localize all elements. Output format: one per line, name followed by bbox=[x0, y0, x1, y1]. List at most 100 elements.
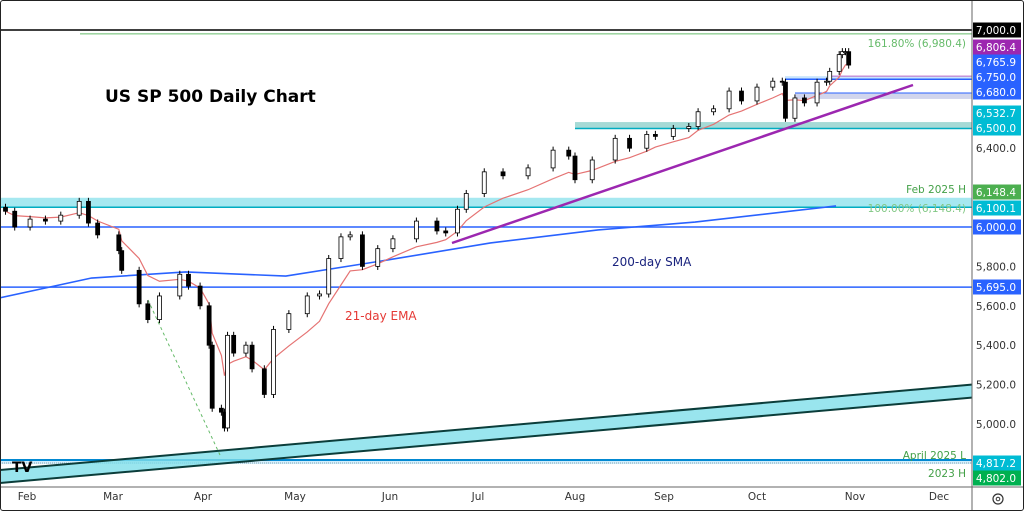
candle-body bbox=[481, 171, 487, 194]
candle-body bbox=[58, 214, 64, 222]
candle-body bbox=[116, 234, 122, 252]
candle-body bbox=[145, 303, 151, 320]
time-tick-label: Jul bbox=[471, 491, 485, 503]
chart-title: US SP 500 Daily Chart bbox=[105, 87, 316, 107]
settings-icon-center bbox=[995, 496, 1001, 502]
zone-6500 bbox=[575, 122, 972, 129]
tradingview-logo: TV bbox=[12, 460, 33, 476]
price-label: 6,000.0 bbox=[976, 222, 1016, 234]
candle-body bbox=[218, 407, 224, 413]
april-low-label: April 2025 L bbox=[903, 450, 966, 462]
april-low-zone bbox=[0, 459, 972, 465]
price-label: 5,695.0 bbox=[976, 282, 1016, 294]
candle-body bbox=[739, 90, 744, 102]
candle-body bbox=[463, 193, 469, 210]
fib-161-label: 161.80% (6,980.4) bbox=[868, 38, 966, 50]
feb-high-zone bbox=[0, 197, 972, 208]
candle-body bbox=[670, 128, 676, 137]
price-label-badge bbox=[973, 470, 1021, 486]
price-label: 4,802.0 bbox=[976, 473, 1016, 485]
price-label: 7,000.0 bbox=[976, 25, 1016, 37]
price-label: 6,148.4 bbox=[976, 187, 1016, 199]
candle-body bbox=[3, 206, 8, 212]
candle-body bbox=[338, 236, 344, 259]
candle-body bbox=[12, 210, 18, 228]
price-label-badge bbox=[973, 279, 1021, 295]
candle-body bbox=[434, 220, 440, 232]
candle-body bbox=[157, 295, 162, 320]
candle-body bbox=[644, 134, 650, 149]
price-label: 6,500.0 bbox=[976, 123, 1016, 135]
candle-body bbox=[824, 80, 829, 83]
zone-6750 bbox=[785, 76, 972, 80]
settings-icon[interactable] bbox=[992, 493, 1004, 505]
candle-body bbox=[347, 234, 353, 238]
time-tick-label: Nov bbox=[845, 491, 866, 503]
fib-retrace-dashed-line bbox=[147, 299, 221, 456]
price-label: 6,765.9 bbox=[976, 57, 1016, 69]
price-label-badge bbox=[973, 54, 1021, 70]
price-label-badge bbox=[973, 120, 1021, 136]
time-tick-label: May bbox=[284, 491, 306, 503]
candle-body bbox=[27, 218, 33, 228]
candle-body bbox=[271, 329, 276, 395]
candle-body bbox=[136, 269, 142, 305]
candle-body bbox=[95, 222, 101, 236]
candle-body bbox=[802, 97, 807, 104]
candle-body bbox=[455, 208, 460, 234]
candle-body bbox=[627, 137, 632, 149]
sma-label: 200-day SMA bbox=[612, 255, 692, 269]
price-tick-label: 5,000.0 bbox=[976, 419, 1016, 431]
price-label: 6,680.0 bbox=[976, 87, 1016, 99]
candle-body bbox=[754, 86, 760, 102]
candle-body bbox=[375, 248, 381, 267]
price-tick-label: 5,600.0 bbox=[976, 301, 1016, 313]
candle-body bbox=[612, 137, 618, 161]
candle-body bbox=[770, 80, 776, 88]
price-label: 6,806.4 bbox=[976, 42, 1016, 54]
candle-body bbox=[225, 334, 230, 429]
candle-body bbox=[317, 293, 322, 297]
candle-body bbox=[711, 108, 716, 113]
time-tick-label: Oct bbox=[748, 491, 766, 503]
price-tick-label: 6,400.0 bbox=[976, 143, 1016, 155]
channel-upper-line bbox=[0, 379, 1024, 471]
candle-body bbox=[652, 134, 658, 137]
candle-body bbox=[243, 344, 249, 354]
h2023-label: 2023 H bbox=[928, 468, 966, 480]
candle-body bbox=[326, 258, 332, 295]
price-tick-label: 5,800.0 bbox=[976, 261, 1016, 273]
candle-body bbox=[846, 51, 852, 66]
candle-body bbox=[726, 90, 732, 110]
candle-body bbox=[43, 218, 48, 222]
candle-body bbox=[550, 149, 556, 169]
candle-body bbox=[500, 171, 506, 177]
candle-body bbox=[390, 238, 396, 250]
price-label-badge bbox=[973, 455, 1021, 471]
candle-body bbox=[206, 305, 212, 346]
candle-body bbox=[572, 155, 578, 181]
candle-body bbox=[177, 273, 183, 297]
candle-body bbox=[443, 230, 449, 234]
price-label-badge bbox=[973, 105, 1021, 121]
price-label-badge bbox=[973, 22, 1021, 38]
support-channel bbox=[0, 380, 1024, 483]
time-tick-label: Aug bbox=[565, 491, 586, 503]
candle-body bbox=[827, 70, 833, 82]
time-tick-label: Sep bbox=[654, 491, 674, 503]
candle-body bbox=[792, 97, 798, 119]
sma-200-line bbox=[0, 205, 837, 299]
candle-body bbox=[209, 344, 215, 409]
price-label-badge bbox=[973, 184, 1021, 200]
candle-body bbox=[86, 200, 91, 224]
candle-body bbox=[589, 159, 595, 181]
price-label-badge bbox=[973, 84, 1021, 100]
price-label: 6,750.0 bbox=[976, 72, 1016, 84]
candle-body bbox=[814, 81, 820, 104]
candle-body bbox=[304, 295, 310, 315]
price-label: 6,100.1 bbox=[976, 203, 1016, 215]
candle-body bbox=[261, 368, 267, 395]
time-tick-label: Apr bbox=[194, 491, 213, 503]
candle-body bbox=[249, 344, 255, 370]
